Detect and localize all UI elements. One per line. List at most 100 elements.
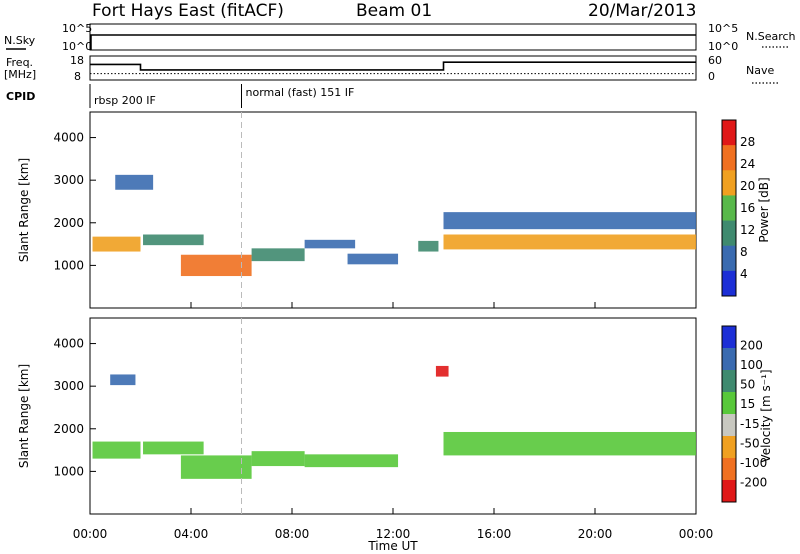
time-tick-label: 16:00 (477, 527, 512, 541)
velocity-echo-band (251, 451, 305, 467)
time-tick-label: 00:00 (679, 527, 714, 541)
freq-unit: [MHz] (4, 68, 36, 81)
power-ytick-label: 2000 (53, 216, 84, 230)
velocity-echo-band (304, 454, 399, 468)
power-colorbar: 4 8 12 16 20 24 28 (721, 119, 755, 297)
power-colorbar-segment (722, 195, 736, 222)
power-echo-band (443, 234, 696, 250)
power-ylabel: Slant Range [km] (17, 158, 31, 262)
time-axis-label: Time UT (367, 539, 418, 553)
power-colorbar-label: Power [dB] (757, 177, 771, 242)
power-colorbar-tick: 8 (740, 245, 748, 259)
beam-title: Beam 01 (356, 1, 432, 21)
velocity-colorbar-segment (722, 480, 736, 503)
velocity-colorbar-tick: -200 (740, 475, 767, 489)
power-echo-band (418, 240, 439, 252)
power-colorbar-segment (722, 120, 736, 146)
power-echo-band (347, 253, 399, 265)
velocity-colorbar-tick: -50 (740, 436, 760, 450)
velocity-colorbar-segment (722, 392, 736, 415)
freq-label: Freq. (6, 56, 33, 69)
velocity-colorbar-tick: -100 (740, 456, 767, 470)
velocity-echo-band (180, 455, 252, 479)
nave-tick-top: 60 (708, 54, 722, 67)
power-colorbar-segment (722, 145, 736, 171)
velocity-ylabel: Slant Range [km] (17, 364, 31, 468)
power-yticks: 1000 2000 3000 4000 (53, 131, 96, 272)
velocity-ytick-label: 2000 (53, 422, 84, 436)
velocity-colorbar-tick: 50 (740, 378, 755, 392)
time-tick-label: 08:00 (275, 527, 310, 541)
nsearch-label: N.Search (746, 30, 796, 43)
velocity-echo-band (443, 431, 696, 456)
power-ytick-label: 1000 (53, 258, 84, 272)
velocity-colorbar-frame (721, 325, 737, 503)
power-colorbar-segment (722, 270, 736, 297)
freq-tick-top: 18 (70, 54, 84, 67)
velocity-colorbar-tick: 200 (740, 339, 763, 353)
velocity-panel-frame (89, 317, 697, 515)
time-tick-label: 04:00 (174, 527, 209, 541)
date-title: 20/Mar/2013 (588, 1, 696, 21)
power-panel: 1000 2000 3000 4000 Slant Range [km] 4 8 12 16… (17, 111, 771, 309)
power-colorbar-tick: 16 (740, 201, 755, 215)
nave-tick-bottom: 0 (708, 70, 715, 83)
power-ytick-label: 4000 (53, 131, 84, 145)
velocity-ytick-label: 3000 (53, 379, 84, 393)
time-tick-label: 20:00 (578, 527, 613, 541)
velocity-yticks: 1000 2000 3000 4000 (53, 337, 96, 478)
time-tick-label: 00:00 (73, 527, 108, 541)
power-echo-band (443, 212, 696, 230)
power-echo-band (143, 234, 204, 246)
velocity-colorbar-tick: -15 (740, 417, 760, 431)
velocity-data (92, 318, 696, 514)
nsky-trace (90, 34, 696, 50)
power-panel-frame (89, 111, 697, 309)
velocity-colorbar-segment (722, 348, 736, 371)
velocity-colorbar-tick: 15 (740, 397, 755, 411)
velocity-ytick-label: 4000 (53, 337, 84, 351)
nsky-tick-top: 10^5 (62, 22, 92, 35)
velocity-echo-band (92, 441, 141, 459)
power-colorbar-segment (722, 170, 736, 196)
velocity-colorbar-segment (722, 414, 736, 437)
station-title: Fort Hays East (fitACF) (92, 1, 284, 21)
cpid-mode-0: rbsp 200 IF (94, 94, 156, 107)
cpid-mode-1: normal (fast) 151 IF (246, 86, 355, 99)
power-data (92, 112, 696, 308)
freq-tick-bottom: 8 (74, 70, 81, 83)
power-colorbar-frame (721, 119, 737, 297)
power-colorbar-tick: 28 (740, 135, 755, 149)
velocity-colorbar-tick: 100 (740, 358, 763, 372)
velocity-ytick-label: 1000 (53, 464, 84, 478)
velocity-echo-band (435, 365, 449, 377)
nsearch-tick-top: 10^5 (708, 22, 738, 35)
power-colorbar-segment (722, 245, 736, 272)
velocity-colorbar-segment (722, 458, 736, 481)
velocity-colorbar-segment (722, 436, 736, 459)
power-colorbar-segment (722, 220, 736, 247)
power-echo-band (92, 236, 141, 252)
power-echo-band (251, 248, 305, 262)
nave-label: Nave (746, 64, 774, 77)
power-ytick-label: 3000 (53, 173, 84, 187)
time-axis: 00:00 04:00 08:00 12:00 16:00 20:00 00:00 (73, 302, 714, 541)
freq-panel (89, 55, 697, 81)
nsearch-tick-bottom: 10^0 (708, 40, 738, 53)
power-colorbar-tick: 12 (740, 223, 755, 237)
nsky-panel (89, 23, 697, 51)
cpid-label: CPID (6, 90, 35, 103)
power-echo-band (115, 174, 154, 190)
power-echo-band (180, 254, 252, 277)
velocity-echo-band (143, 441, 204, 455)
velocity-colorbar-segment (722, 370, 736, 393)
power-colorbar-tick: 20 (740, 179, 755, 193)
power-colorbar-tick: 4 (740, 267, 748, 281)
freq-trace (90, 61, 696, 71)
velocity-colorbar-label: Velocity [m s⁻¹] (759, 369, 773, 462)
power-echo-band (304, 239, 356, 249)
nsky-label: N.Sky (4, 34, 36, 47)
nsky-tick-bottom: 10^0 (62, 40, 92, 53)
time-tick-label: 12:00 (376, 527, 411, 541)
